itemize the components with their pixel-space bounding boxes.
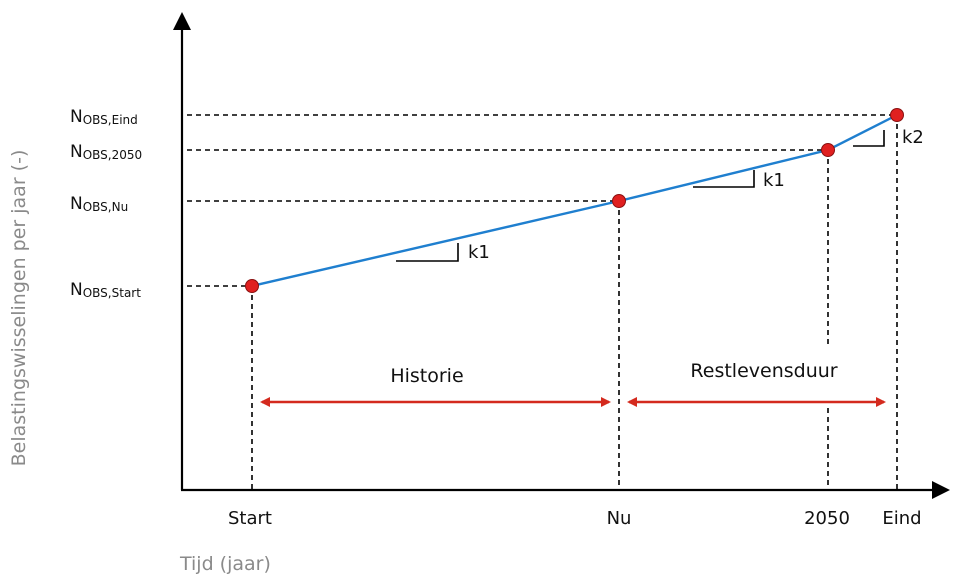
y-axis-title: Belastingswisselingen per jaar (-): [8, 150, 30, 467]
slope-triangle-2: [693, 170, 755, 188]
slope-triangle-3: [853, 130, 885, 147]
y-label-2050-main: N: [70, 142, 83, 162]
y-label-eind: NOBS,Eind: [70, 107, 138, 127]
y-label-eind-main: N: [70, 107, 83, 127]
y-label-nu-sub: OBS,Nu: [83, 200, 128, 214]
y-label-nu: NOBS,Nu: [70, 194, 128, 214]
x-tick-start: Start: [228, 508, 272, 529]
y-axis-arrowhead: [173, 12, 191, 30]
slope-label-k2: k2: [902, 127, 924, 148]
y-label-start-main: N: [70, 280, 83, 300]
slope-label-k1-second: k1: [763, 170, 785, 191]
y-label-start-sub: OBS,Start: [83, 286, 142, 300]
x-tick-eind: Eind: [882, 508, 921, 529]
x-tick-2050: 2050: [804, 508, 850, 529]
y-label-eind-sub: OBS,Eind: [83, 113, 138, 127]
x-axis-title: Tijd (jaar): [179, 553, 271, 575]
y-label-nu-main: N: [70, 194, 83, 214]
point-start: [245, 279, 259, 293]
y-label-2050-sub: OBS,2050: [83, 148, 142, 162]
point-eind: [890, 108, 904, 122]
x-axis-arrowhead: [932, 481, 950, 499]
historie-label: Historie: [390, 365, 463, 387]
slope-label-k1-first: k1: [468, 242, 490, 263]
y-label-2050: NOBS,2050: [70, 142, 142, 162]
point-2050: [821, 143, 835, 157]
restlevensduur-label: Restlevensduur: [690, 360, 837, 382]
slope-triangle-1: [396, 243, 459, 262]
point-nu: [612, 194, 626, 208]
y-label-start: NOBS,Start: [70, 280, 141, 300]
x-tick-nu: Nu: [607, 508, 632, 529]
trend-line: [251, 113, 898, 288]
